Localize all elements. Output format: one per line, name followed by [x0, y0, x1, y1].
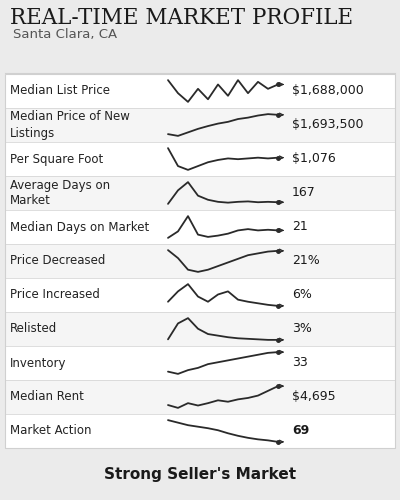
- Text: Median Price of New
Listings: Median Price of New Listings: [10, 110, 130, 140]
- Text: Inventory: Inventory: [10, 356, 66, 370]
- Bar: [5, 380, 395, 414]
- Bar: [5, 210, 395, 244]
- Text: 69: 69: [292, 424, 309, 438]
- Text: Relisted: Relisted: [10, 322, 57, 336]
- Bar: [5, 414, 395, 448]
- Bar: [5, 74, 395, 108]
- Text: Price Increased: Price Increased: [10, 288, 100, 302]
- Text: Median Days on Market: Median Days on Market: [10, 220, 149, 234]
- Text: $4,695: $4,695: [292, 390, 336, 404]
- Bar: [5, 244, 395, 278]
- Text: 21: 21: [292, 220, 308, 234]
- Text: Santa Clara, CA: Santa Clara, CA: [13, 28, 117, 41]
- Bar: [5, 74, 395, 448]
- Text: Per Square Foot: Per Square Foot: [10, 152, 103, 166]
- Text: Price Decreased: Price Decreased: [10, 254, 105, 268]
- Bar: [5, 346, 395, 380]
- Bar: [5, 108, 395, 142]
- Bar: [5, 278, 395, 312]
- Bar: [5, 312, 395, 346]
- Text: $1,693,500: $1,693,500: [292, 118, 364, 132]
- Text: Strong Seller's Market: Strong Seller's Market: [104, 466, 296, 481]
- Text: Average Days on
Market: Average Days on Market: [10, 178, 110, 208]
- Text: $1,688,000: $1,688,000: [292, 84, 364, 98]
- Text: 21%: 21%: [292, 254, 320, 268]
- Bar: [5, 176, 395, 210]
- Text: $1,076: $1,076: [292, 152, 336, 166]
- Text: REAL-TIME MARKET PROFILE: REAL-TIME MARKET PROFILE: [10, 7, 353, 29]
- Text: 33: 33: [292, 356, 308, 370]
- Text: Market Action: Market Action: [10, 424, 92, 438]
- Bar: [5, 142, 395, 176]
- Bar: [0, 0, 400, 75]
- Text: 3%: 3%: [292, 322, 312, 336]
- Text: 167: 167: [292, 186, 316, 200]
- Text: Median List Price: Median List Price: [10, 84, 110, 98]
- Text: 6%: 6%: [292, 288, 312, 302]
- Text: Median Rent: Median Rent: [10, 390, 84, 404]
